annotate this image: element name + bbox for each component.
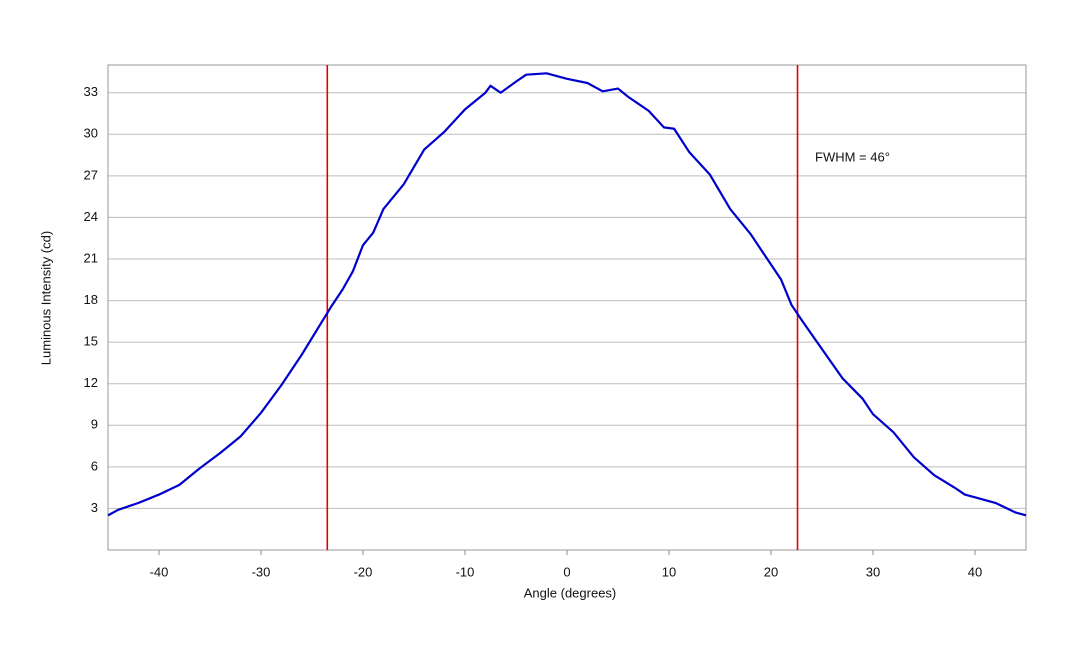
y-tick-label: 21 bbox=[84, 250, 98, 265]
y-tick-label: 24 bbox=[84, 209, 98, 224]
data-line bbox=[107, 72, 1027, 517]
y-tick-label: 27 bbox=[84, 167, 98, 182]
y-tick-label: 9 bbox=[91, 417, 98, 432]
x-tick-label: -40 bbox=[150, 564, 169, 579]
y-axis-label: Luminous Intensity (cd) bbox=[38, 231, 53, 365]
y-tick-label: 12 bbox=[84, 375, 98, 390]
annotation: FWHM = 46° bbox=[815, 149, 890, 164]
y-tick-label: 18 bbox=[84, 292, 98, 307]
plot-frame bbox=[107, 64, 1027, 551]
y-tick-label: 6 bbox=[91, 458, 98, 473]
x-tick-label: -30 bbox=[252, 564, 271, 579]
x-tick-label: 20 bbox=[764, 564, 778, 579]
x-tick-label: 0 bbox=[563, 564, 570, 579]
y-tick-label: 33 bbox=[84, 84, 98, 99]
x-tick-label: 10 bbox=[662, 564, 676, 579]
x-tick-label: 40 bbox=[968, 564, 982, 579]
y-tick-label: 30 bbox=[84, 126, 98, 141]
x-tick-label: 30 bbox=[866, 564, 880, 579]
y-tick-label: 15 bbox=[84, 334, 98, 349]
x-tick-label: -20 bbox=[354, 564, 373, 579]
y-tick-label: 3 bbox=[91, 500, 98, 515]
x-axis-label: Angle (degrees) bbox=[524, 585, 617, 600]
x-tick-label: -10 bbox=[456, 564, 475, 579]
